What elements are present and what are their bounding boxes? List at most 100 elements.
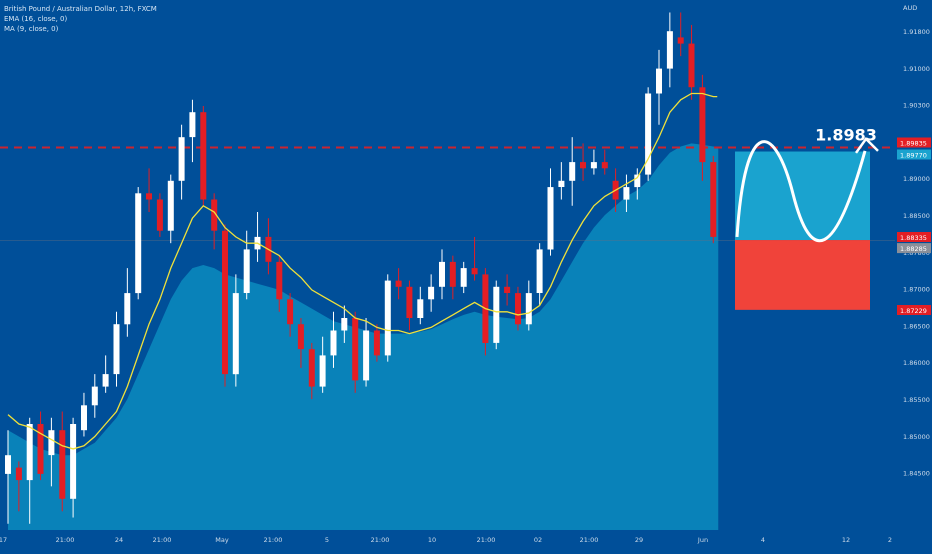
candle-down	[211, 199, 218, 231]
candle-up	[634, 174, 641, 188]
x-tick-label: 10	[428, 536, 436, 544]
projection-curve	[735, 140, 867, 242]
candle-down	[449, 261, 456, 287]
chart-legend: British Pound / Australian Dollar, 12h, …	[4, 4, 157, 34]
x-tick-label: 4	[761, 536, 765, 544]
y-tick-label: 1.85500	[903, 396, 930, 404]
candle-down	[504, 286, 511, 293]
candle-up	[5, 455, 11, 474]
price-label-text: 1.89770	[900, 152, 927, 160]
candle-down	[352, 318, 359, 381]
candle-down	[15, 467, 22, 481]
x-tick-label: May	[215, 536, 229, 544]
y-tick-label: 1.86500	[903, 322, 930, 330]
candle-down	[373, 330, 380, 356]
candle-up	[243, 249, 250, 293]
candle-down	[308, 349, 315, 387]
candle-down	[156, 199, 163, 231]
y-tick-label: 1.84500	[903, 470, 930, 478]
candle-up	[124, 293, 131, 325]
stop-zone	[735, 240, 870, 310]
target-label: 1.8983	[815, 126, 877, 145]
candle-up	[536, 249, 543, 293]
candle-up	[623, 187, 630, 200]
candle-up	[91, 386, 98, 406]
candle-up	[232, 293, 239, 375]
candle-up	[330, 330, 337, 356]
x-tick-label: 21:00	[371, 536, 390, 544]
y-tick-label: 1.90300	[903, 102, 930, 110]
candle-down	[406, 286, 413, 318]
x-tick-label: 12	[842, 536, 850, 544]
x-tick-label: 2	[888, 536, 892, 544]
x-tick-label: 21:00	[580, 536, 599, 544]
candle-down	[146, 193, 152, 200]
candle-down	[688, 43, 695, 88]
x-tick-label: 21:00	[153, 536, 172, 544]
price-label-box	[897, 232, 931, 242]
candle-up	[590, 162, 597, 169]
candle-down	[710, 162, 717, 237]
legend-symbol[interactable]: British Pound / Australian Dollar, 12h, …	[4, 5, 157, 13]
currency-label: AUD	[903, 4, 917, 12]
candle-up	[81, 405, 87, 431]
candle-up	[569, 162, 576, 181]
x-tick-label: 21:00	[56, 536, 75, 544]
projection-arrow	[854, 136, 879, 154]
candle-down	[699, 87, 706, 163]
ema-line	[7, 92, 718, 450]
candle-down	[37, 424, 44, 474]
candle-up	[167, 180, 174, 231]
candle-up	[547, 187, 554, 250]
candle-up	[26, 424, 33, 481]
price-label-text: 1.87229	[900, 307, 927, 315]
y-tick-label: 1.91800	[903, 28, 930, 36]
candle-up	[666, 31, 673, 69]
candle-up	[189, 112, 196, 138]
candle-up	[102, 374, 109, 387]
candle-down	[515, 293, 521, 325]
price-label-text: 1.88335	[900, 234, 927, 242]
candle-down	[580, 162, 586, 169]
candle-up	[417, 299, 424, 318]
y-tick-label: 1.88500	[903, 212, 930, 220]
candle-down	[222, 230, 228, 375]
x-tick-label: 5	[325, 536, 329, 544]
x-tick-label: 24	[115, 536, 123, 544]
price-label-box	[897, 305, 931, 315]
y-tick-label: 1.91000	[903, 65, 930, 73]
candle-down	[601, 162, 608, 169]
candle-up	[493, 286, 500, 343]
price-label-text: 1.89835	[900, 140, 927, 148]
candle-up	[319, 355, 326, 387]
y-tick-label: 1.86000	[903, 359, 930, 367]
candle-down	[677, 37, 684, 44]
y-tick-label: 1.87000	[903, 286, 930, 294]
candle-up	[525, 293, 532, 325]
legend-ma[interactable]: MA (9, close, 0)	[4, 25, 59, 33]
price-label-box	[897, 243, 931, 254]
candle-down	[297, 324, 304, 350]
candle-up	[645, 93, 652, 175]
candle-up	[558, 180, 565, 187]
candle-up	[135, 193, 142, 294]
candle-up	[48, 430, 55, 456]
y-tick-label: 1.89000	[903, 175, 930, 183]
candle-down	[200, 112, 207, 200]
candle-up	[428, 286, 435, 300]
x-tick-label: 02	[534, 536, 542, 544]
candle-down	[395, 280, 402, 287]
candle-up	[439, 261, 445, 287]
price-label-box	[897, 149, 931, 160]
legend-ema[interactable]: EMA (16, close, 0)	[4, 15, 68, 23]
candle-up	[384, 280, 391, 356]
candle-down	[59, 430, 66, 499]
y-tick-label: 1.85000	[903, 433, 930, 441]
x-tick-label: 17	[0, 536, 7, 544]
candle-up	[70, 424, 77, 499]
candle-down	[287, 299, 294, 325]
candle-up	[178, 137, 185, 181]
x-tick-label: 21:00	[477, 536, 496, 544]
